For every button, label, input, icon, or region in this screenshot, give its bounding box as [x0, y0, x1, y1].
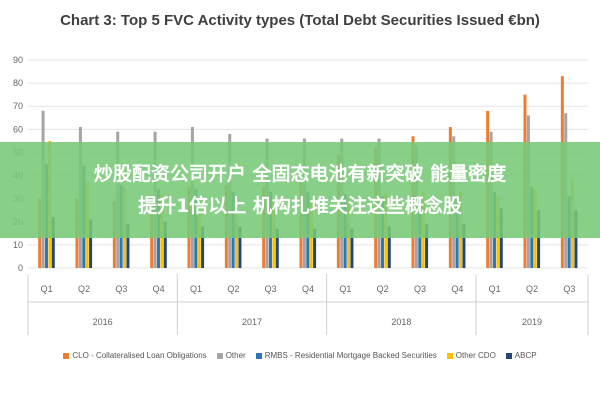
bar	[425, 224, 429, 268]
x-tick-label: Q2	[526, 284, 538, 294]
y-tick-label: 80	[13, 78, 23, 88]
x-tick-label: Q2	[227, 284, 239, 294]
x-tick-label: Q4	[451, 284, 463, 294]
y-tick-label: 70	[13, 101, 23, 111]
legend-label: RMBS - Residential Mortgage Backed Secur…	[264, 351, 437, 360]
y-tick-label: 10	[13, 240, 23, 250]
legend-swatch	[505, 352, 512, 359]
x-tick-label: Q2	[78, 284, 90, 294]
legend-item: ABCP	[505, 351, 537, 360]
bar	[350, 228, 354, 268]
year-label: 2016	[93, 317, 113, 327]
x-tick-label: Q2	[377, 284, 389, 294]
bar	[462, 224, 466, 268]
x-tick-label: Q1	[489, 284, 501, 294]
legend-label: CLO - Collateralised Loan Obligations	[72, 351, 207, 360]
y-tick-label: 90	[13, 55, 23, 65]
legend-label: ABCP	[514, 351, 537, 360]
bar	[537, 210, 541, 268]
banner-line-2: 提升1倍以上 机构扎堆关注这些概念股	[138, 195, 462, 217]
x-tick-label: Q1	[339, 284, 351, 294]
legend-swatch	[63, 352, 70, 359]
bar	[574, 210, 578, 268]
legend-swatch	[216, 352, 223, 359]
chart-title: Chart 3: Top 5 FVC Activity types (Total…	[60, 12, 540, 29]
legend-label: Other CDO	[455, 351, 496, 360]
year-label: 2019	[522, 317, 542, 327]
y-tick-label: 0	[18, 263, 23, 273]
x-tick-label: Q3	[563, 284, 575, 294]
bar	[238, 226, 242, 268]
legend-item: Other CDO	[446, 351, 496, 360]
legend-swatch	[446, 352, 453, 359]
bar	[201, 226, 205, 268]
legend-item: Other	[216, 351, 246, 360]
y-tick-label: 60	[13, 124, 23, 134]
x-tick-label: Q4	[153, 284, 165, 294]
bar	[275, 228, 279, 268]
bar	[387, 226, 391, 268]
bar	[163, 221, 167, 268]
year-label: 2017	[242, 317, 262, 327]
legend-item: RMBS - Residential Mortgage Backed Secur…	[255, 351, 437, 360]
promo-banner[interactable]: 炒股配资公司开户 全固态电池有新突破 能量密度 提升1倍以上 机构扎堆关注这些概…	[0, 142, 600, 238]
x-tick-label: Q3	[115, 284, 127, 294]
legend-label: Other	[225, 351, 246, 360]
x-tick-label: Q4	[302, 284, 314, 294]
x-tick-label: Q1	[41, 284, 53, 294]
bar	[313, 228, 317, 268]
bar	[89, 219, 93, 268]
banner-line-1: 炒股配资公司开户 全固态电池有新突破 能量密度	[93, 163, 507, 185]
x-tick-label: Q3	[414, 284, 426, 294]
legend-swatch	[255, 352, 262, 359]
chart-legend: CLO - Collateralised Loan Obligations Oth…	[0, 351, 600, 360]
year-label: 2018	[391, 317, 411, 327]
bar	[126, 224, 130, 268]
x-tick-label: Q3	[265, 284, 277, 294]
legend-item: CLO - Collateralised Loan Obligations	[63, 351, 207, 360]
bar	[51, 217, 55, 268]
x-tick-label: Q1	[190, 284, 202, 294]
